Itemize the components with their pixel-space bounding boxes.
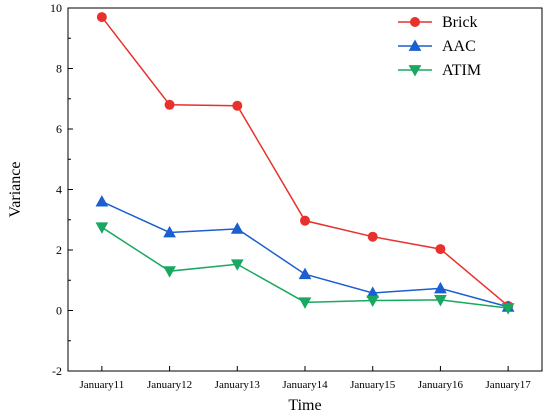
- data-point-brick: [164, 99, 175, 110]
- x-tick-label: January11: [79, 379, 124, 391]
- data-point-aac: [95, 195, 109, 207]
- series-aac: [95, 195, 515, 312]
- x-axis-title: Time: [288, 397, 321, 414]
- legend-marker-atim: [408, 65, 422, 77]
- legend-item-atim: ATIM: [398, 62, 481, 79]
- y-tick-label: 2: [56, 243, 62, 257]
- data-point-atim: [163, 266, 176, 278]
- data-point-brick: [232, 100, 243, 111]
- y-tick-label: 6: [56, 122, 62, 136]
- x-tick-label: January14: [282, 379, 328, 391]
- data-point-brick: [435, 244, 446, 255]
- data-point-brick: [96, 12, 107, 23]
- series-atim: [95, 222, 515, 315]
- series-layer: [95, 12, 515, 315]
- legend-label-atim: ATIM: [442, 62, 481, 79]
- data-point-aac: [298, 267, 312, 280]
- axes: -2 0 2 4 6 8 10 January11 January12 January13 Janu…: [50, 1, 543, 391]
- x-tick-label: January12: [147, 379, 192, 391]
- legend-marker-brick: [410, 17, 420, 27]
- data-point-brick: [367, 231, 378, 242]
- data-point-atim: [366, 295, 380, 308]
- x-tick-label: January16: [418, 379, 464, 391]
- legend: Brick AAC ATIM: [398, 14, 481, 79]
- y-axis-title: Variance: [7, 162, 24, 218]
- data-point-aac: [434, 281, 447, 294]
- y-tick-label: 4: [56, 183, 62, 197]
- legend-label-aac: AAC: [442, 38, 476, 55]
- x-tick-label: January17: [486, 379, 532, 391]
- data-point-atim: [95, 222, 109, 234]
- data-point-atim: [501, 303, 515, 315]
- data-point-atim: [298, 297, 312, 309]
- x-tick-label: January13: [215, 379, 261, 391]
- x-tick-label: January15: [350, 379, 396, 391]
- data-point-atim: [434, 295, 447, 307]
- legend-item-aac: AAC: [398, 38, 476, 55]
- y-tick-label: 0: [56, 304, 62, 318]
- legend-item-brick: Brick: [398, 14, 478, 31]
- data-point-brick: [300, 215, 310, 226]
- y-tick-label: 10: [50, 1, 62, 15]
- y-tick-label: 8: [56, 62, 62, 76]
- data-point-aac: [230, 222, 244, 234]
- legend-label-brick: Brick: [442, 14, 478, 31]
- data-point-atim: [230, 259, 244, 271]
- data-point-aac: [163, 225, 176, 238]
- y-tick-label: -2: [52, 364, 62, 378]
- legend-marker-aac: [408, 39, 422, 51]
